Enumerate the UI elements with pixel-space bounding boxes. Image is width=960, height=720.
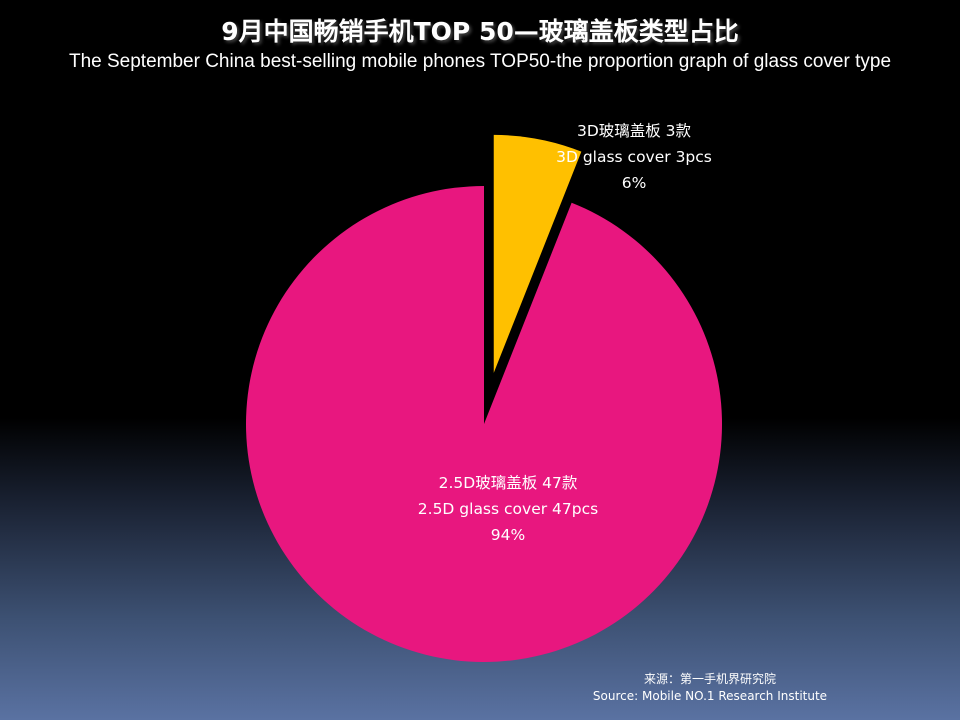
slice-2-label-line-1: 2.5D玻璃盖板 47款 [439, 474, 578, 492]
source-line-en: Source: Mobile NO.1 Research Institute [592, 689, 828, 703]
chart-title: 9月中国畅销手机TOP 50—玻璃盖板类型占比 [221, 17, 739, 46]
pie-slice-1 [493, 134, 582, 373]
pie-labels: 3D玻璃盖板 3款 3D glass cover 3pcs 6% 2.5D玻璃盖板 4… [418, 122, 712, 544]
slice-1-label-line-1: 3D玻璃盖板 3款 [577, 122, 692, 140]
source-line-zh: 来源：第一手机界研究院 [643, 672, 776, 686]
slice-1-label-line-2: 3D glass cover 3pcs [556, 148, 712, 166]
slice-2-label-line-2: 2.5D glass cover 47pcs [418, 500, 598, 518]
pie-slice-2 [246, 186, 722, 663]
slice-1-label-line-3: 6% [622, 174, 647, 192]
slice-2-label-line-3: 94% [491, 526, 525, 544]
pie-slices [246, 134, 722, 663]
source-note: 来源：第一手机界研究院 Source: Mobile NO.1 Research… [560, 671, 860, 705]
chart-subtitle: The September China best-selling mobile … [68, 51, 892, 72]
